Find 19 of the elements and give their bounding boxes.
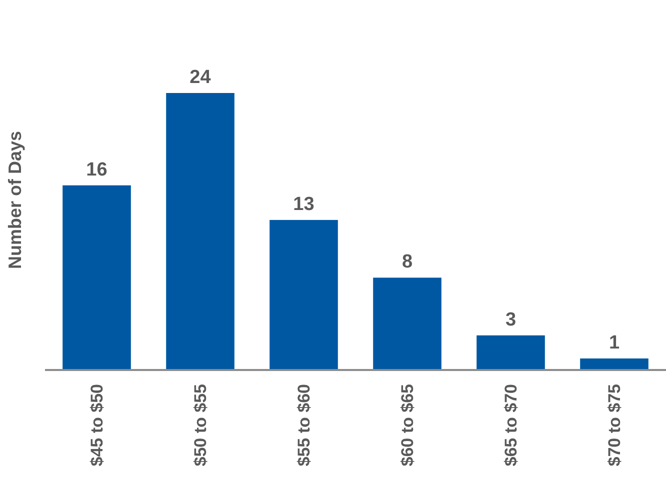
x-tick-label: $50 to $55 bbox=[191, 384, 210, 466]
data-label: 24 bbox=[190, 67, 212, 88]
data-label: 3 bbox=[505, 309, 516, 330]
bar bbox=[373, 278, 442, 370]
x-tick-label: $55 to $60 bbox=[294, 384, 314, 466]
data-label: 1 bbox=[608, 332, 620, 354]
x-tick-label: $45 to $50 bbox=[88, 384, 107, 466]
y-axis-title: Number of Days bbox=[5, 130, 25, 270]
x-tick-label: $60 to $65 bbox=[398, 384, 418, 466]
bar bbox=[166, 93, 234, 370]
data-label: 16 bbox=[86, 159, 108, 180]
bar bbox=[62, 185, 131, 370]
bar bbox=[270, 220, 338, 370]
data-label: 13 bbox=[293, 194, 314, 215]
x-tick-label: $65 to $70 bbox=[502, 384, 521, 466]
bar bbox=[580, 358, 648, 370]
data-label: 8 bbox=[402, 252, 413, 273]
bar bbox=[476, 335, 545, 370]
x-tick-label: $70 to $75 bbox=[605, 384, 624, 466]
